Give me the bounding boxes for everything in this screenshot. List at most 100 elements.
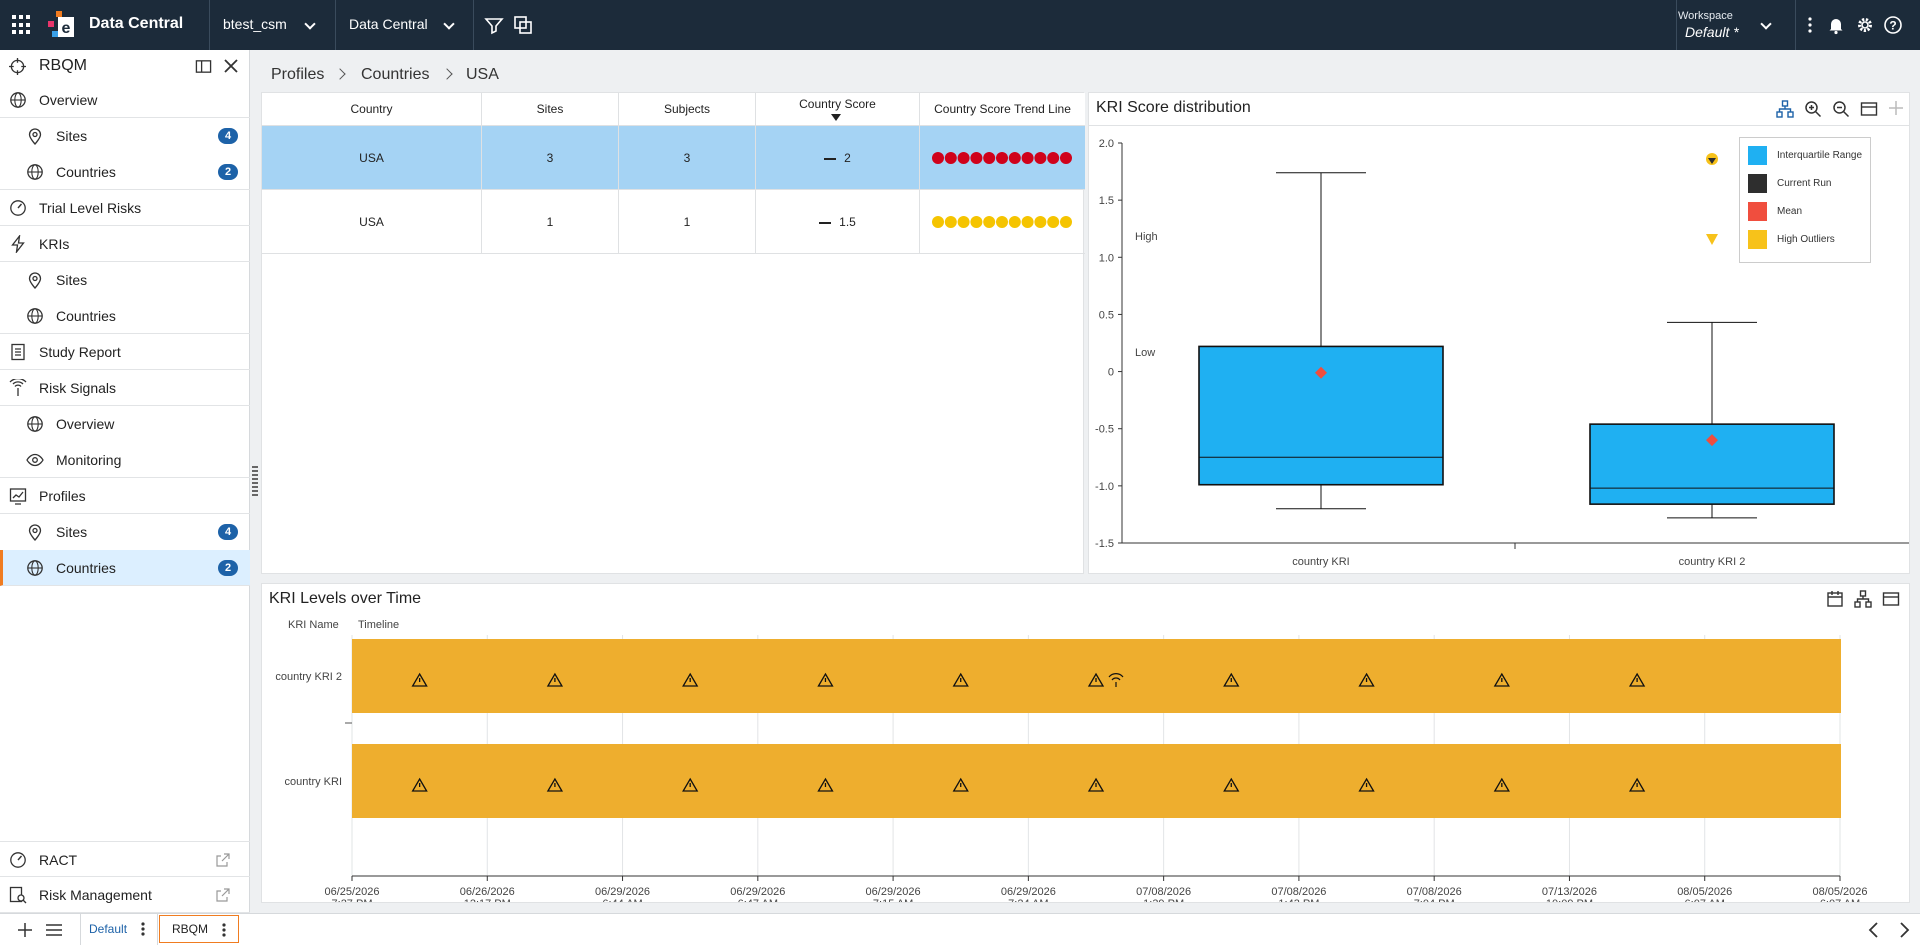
chevron-right-icon[interactable] — [1898, 922, 1910, 938]
svg-text:e: e — [62, 20, 71, 37]
sidebar-item-label: Profiles — [39, 488, 86, 504]
add-icon[interactable] — [1888, 100, 1904, 116]
warning-icon — [682, 672, 699, 687]
sidebar-item-profiles[interactable]: Profiles — [0, 478, 250, 514]
add-tab-icon[interactable] — [18, 923, 32, 937]
sidebar-item-overview[interactable]: Overview — [0, 82, 250, 118]
external-link-icon[interactable] — [216, 853, 230, 867]
trend-dot — [957, 152, 970, 164]
column-header-country[interactable]: Country — [262, 93, 482, 126]
trend-dot — [944, 216, 957, 228]
bottom-tab-bar: Default RBQM — [0, 913, 1920, 945]
sidebar-item-study-report[interactable]: Study Report — [0, 334, 250, 370]
sidebar-item-signals-overview[interactable]: Overview — [0, 406, 250, 442]
sidebar-item-kri-countries[interactable]: Countries — [0, 298, 250, 334]
legend-label: Interquartile Range — [1777, 150, 1863, 161]
document-icon — [11, 343, 25, 361]
hierarchy-icon[interactable] — [1776, 100, 1794, 118]
sidebar-item-risk-management[interactable]: Risk Management — [0, 877, 250, 913]
table-row[interactable]: USA 1 1 1.5 — [262, 190, 1085, 254]
breadcrumb-profiles[interactable]: Profiles — [271, 66, 325, 83]
cell-subjects: 1 — [619, 190, 756, 254]
zoom-out-icon[interactable] — [1832, 100, 1850, 118]
sidebar-item-profile-countries[interactable]: Countries 2 — [0, 550, 250, 586]
time-tick-time: 7:15 AM — [873, 898, 913, 902]
sidebar-item-kri-sites[interactable]: Sites — [0, 262, 250, 298]
help-icon[interactable]: ? — [1883, 15, 1903, 35]
sidebar-item-trial-level-risks[interactable]: Trial Level Risks — [0, 190, 250, 226]
column-header-timeline: Timeline — [358, 619, 399, 631]
chevron-down-icon[interactable] — [443, 18, 455, 30]
y-tick-label: 1.0 — [1099, 252, 1114, 264]
table-row[interactable]: USA 3 3 2 — [262, 126, 1085, 190]
trend-dot — [970, 152, 983, 164]
column-header-country-score[interactable]: Country Score — [756, 93, 920, 126]
copy-icon[interactable] — [513, 15, 533, 35]
chevron-down-icon[interactable] — [1760, 18, 1772, 30]
trend-dot — [1060, 216, 1072, 228]
close-icon[interactable] — [223, 58, 239, 74]
time-tick-time: 7:04 PM — [1414, 898, 1455, 902]
warning-icon — [952, 672, 969, 687]
gauge-icon — [10, 852, 26, 868]
hierarchy-icon[interactable] — [1854, 590, 1872, 608]
panel-toggle-icon[interactable] — [195, 58, 212, 75]
tab-default[interactable]: Default — [80, 914, 158, 945]
app-name: Data Central — [89, 15, 184, 32]
time-tick-time: 12:17 PM — [464, 898, 511, 902]
warning-icon — [1358, 777, 1375, 792]
warning-icon — [1087, 777, 1105, 792]
warning-icon — [411, 672, 428, 687]
column-header-trend-line[interactable]: Country Score Trend Line — [920, 93, 1085, 126]
app-launcher-icon[interactable] — [12, 15, 32, 35]
warning-icon — [546, 672, 564, 687]
sidebar-item-kris[interactable]: KRIs — [0, 226, 250, 262]
globe-icon — [27, 308, 43, 324]
column-header-subjects[interactable]: Subjects — [619, 93, 756, 126]
legend-swatch — [1748, 174, 1767, 193]
sidebar-item-ract[interactable]: RACT — [0, 841, 250, 877]
divider — [1676, 0, 1677, 50]
cell-country: USA — [262, 190, 482, 254]
gear-icon[interactable] — [1855, 15, 1875, 35]
external-link-icon[interactable] — [216, 888, 230, 902]
box-plot-series: country KRI 2 — [1589, 153, 1835, 568]
more-options-icon[interactable] — [1800, 15, 1820, 35]
project-selector[interactable]: btest_csm — [223, 16, 287, 32]
signal-icon — [9, 379, 27, 396]
trend-dot — [944, 152, 957, 164]
zoom-in-icon[interactable] — [1804, 100, 1822, 118]
y-tick-label: -1.5 — [1095, 538, 1114, 550]
sidebar-item-countries[interactable]: Countries 2 — [0, 154, 250, 190]
tab-more-icon[interactable] — [222, 923, 226, 937]
sidebar-item-label: Monitoring — [56, 452, 122, 468]
sidebar-item-sites[interactable]: Sites 4 — [0, 118, 250, 154]
menu-icon[interactable] — [46, 923, 62, 937]
tab-more-icon[interactable] — [141, 922, 145, 936]
view-toggle-icon[interactable] — [1860, 100, 1878, 118]
sidebar-resize-handle[interactable] — [252, 466, 258, 498]
module-selector[interactable]: Data Central — [349, 16, 428, 32]
sidebar-item-label: Risk Signals — [39, 380, 117, 396]
workspace-selector[interactable]: Default * — [1685, 24, 1739, 40]
calendar-icon[interactable] — [1826, 590, 1844, 608]
sidebar-item-monitoring[interactable]: Monitoring — [0, 442, 250, 478]
chevron-down-icon[interactable] — [304, 18, 316, 30]
legend-swatch — [1748, 202, 1767, 221]
risk-signal-icon — [1108, 673, 1124, 687]
chevron-left-icon[interactable] — [1868, 922, 1880, 938]
globe-icon — [27, 164, 43, 180]
legend-swatch — [1748, 230, 1767, 249]
bell-icon[interactable] — [1826, 15, 1846, 35]
divider — [1089, 125, 1909, 126]
filter-icon[interactable] — [484, 15, 504, 35]
tab-rbqm[interactable]: RBQM — [159, 915, 239, 943]
globe-icon — [27, 416, 43, 432]
sidebar-item-profile-sites[interactable]: Sites 4 — [0, 514, 250, 550]
trend-line-dots — [932, 152, 1072, 164]
view-toggle-icon[interactable] — [1882, 590, 1900, 608]
column-header-sites[interactable]: Sites — [482, 93, 619, 126]
breadcrumb-countries[interactable]: Countries — [361, 66, 430, 83]
sidebar-item-risk-signals[interactable]: Risk Signals — [0, 370, 250, 406]
band-label-low: Low — [1135, 347, 1155, 359]
